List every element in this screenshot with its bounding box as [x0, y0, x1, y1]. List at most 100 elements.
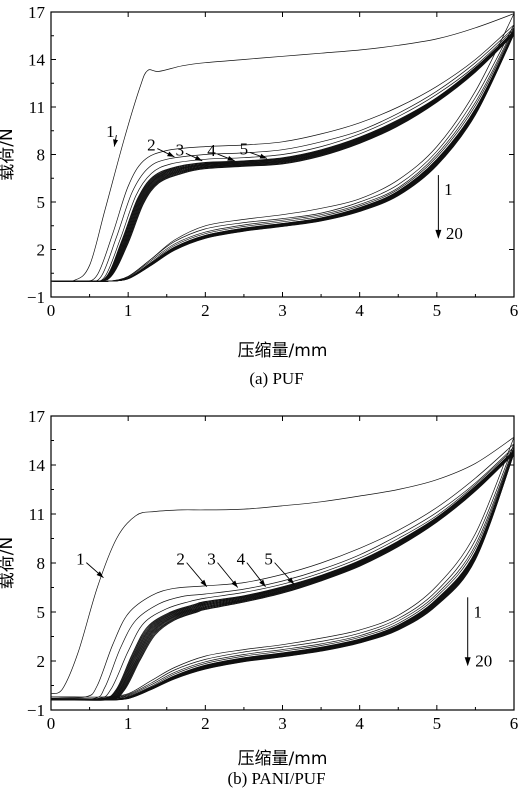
cycle-trend-end-label: 20: [446, 224, 463, 243]
cycle-trend-start-label: 1: [473, 602, 482, 621]
x-axis-label: 压缩量/mm: [238, 341, 328, 361]
unloading-curve-intermediate: [51, 452, 514, 701]
loading-curve-cycle-2: [51, 24, 514, 282]
loading-curve-intermediate: [51, 452, 514, 701]
y-tick-label: 14: [28, 51, 46, 70]
x-tick-label: 4: [355, 301, 364, 320]
y-tick-label: 5: [37, 603, 46, 622]
y-axis-label: 载荷/N: [0, 537, 17, 589]
cycle-arrowhead: [259, 153, 268, 159]
loading-curve-cycle-3: [51, 446, 514, 700]
unloading-curve-intermediate: [51, 453, 514, 701]
cycle-label-2: 2: [176, 550, 185, 569]
cycle-arrowhead: [259, 579, 266, 587]
loading-curve-intermediate: [51, 451, 514, 700]
loading-curve-intermediate: [51, 33, 514, 282]
unloading-curve-intermediate: [51, 451, 514, 701]
x-tick-label: 6: [510, 301, 519, 320]
cycle-label-4: 4: [207, 141, 216, 160]
loading-curve-cycle-20: [51, 453, 514, 701]
x-tick-label: 1: [124, 301, 133, 320]
x-tick-label: 5: [433, 301, 442, 320]
unloading-curve-cycle-1: [51, 13, 514, 282]
unloading-curve-intermediate: [51, 451, 514, 701]
unloading-curve-cycle-1: [51, 437, 514, 698]
cycle-arrowhead: [113, 139, 119, 147]
loading-curve-cycle-2: [51, 443, 514, 699]
unloading-curve-intermediate: [51, 452, 514, 701]
cycle-label-5: 5: [264, 550, 273, 569]
y-tick-label: −1: [27, 288, 45, 307]
x-tick-label: 3: [278, 714, 287, 733]
panel-caption: (a) PUF: [249, 369, 303, 388]
cycle-arrowhead: [287, 577, 295, 585]
cycle-trend-start-label: 1: [444, 180, 453, 199]
cycle-trend-end-label: 20: [475, 651, 492, 670]
y-tick-label: 11: [29, 505, 45, 524]
cycle-arrowhead: [167, 151, 175, 157]
cycle-arrowhead: [200, 579, 207, 587]
unloading-curve-intermediate: [51, 450, 514, 701]
unloading-curve-intermediate: [51, 451, 514, 701]
loading-curve-intermediate: [51, 450, 514, 700]
cycle-trend-arrowhead: [464, 657, 471, 667]
unloading-curve-intermediate: [51, 452, 514, 701]
unloading-curve-cycle-5: [51, 450, 514, 700]
unloading-curve-cycle-20: [51, 453, 514, 701]
cycle-label-1: 1: [106, 122, 115, 141]
y-axis-label: 载荷/N: [0, 128, 17, 180]
loading-curve-intermediate: [51, 450, 514, 700]
y-tick-label: 8: [37, 146, 46, 165]
unloading-curve-intermediate: [51, 452, 514, 701]
loading-curve-intermediate: [51, 452, 514, 701]
loading-curve-intermediate: [51, 452, 514, 701]
y-tick-label: 8: [37, 554, 46, 573]
loading-curve-cycle-1: [51, 13, 514, 283]
y-tick-label: 17: [28, 3, 46, 22]
loading-curve-cycle-3: [51, 27, 514, 282]
cycle-trend-arrowhead: [435, 229, 442, 239]
unloading-curve-intermediate: [51, 451, 514, 701]
loading-curve-cycle-1: [51, 436, 514, 695]
unloading-curve-intermediate: [51, 33, 514, 282]
unloading-curve-cycle-3: [51, 446, 514, 700]
x-tick-label: 2: [201, 714, 210, 733]
x-axis-label: 压缩量/mm: [238, 749, 328, 769]
cycle-label-4: 4: [237, 550, 246, 569]
chart-panel-puf: 0 1 2 3 4 5 6 −1 2 5 8 11 14 17 压缩量/mm 载荷/N (a) PUF 1 2 3 4 5…: [0, 3, 518, 388]
unloading-curve-intermediate: [51, 450, 514, 700]
loading-curve-cycle-4: [51, 448, 514, 700]
y-tick-label: 11: [29, 98, 45, 117]
y-tick-label: 5: [37, 193, 46, 212]
y-tick-label: 2: [37, 241, 46, 260]
unloading-curve-intermediate: [51, 451, 514, 701]
cycle-label-1: 1: [76, 550, 85, 569]
x-tick-label: 0: [47, 301, 56, 320]
cycle-label-5: 5: [240, 140, 249, 159]
loading-curve-intermediate: [51, 452, 514, 701]
plot-frame: [50, 415, 515, 711]
loading-curve-intermediate: [51, 450, 514, 700]
y-tick-label: 17: [28, 407, 46, 426]
y-tick-label: 2: [37, 652, 46, 671]
x-tick-label: 1: [124, 714, 133, 733]
loading-curve-cycle-5: [51, 450, 514, 700]
loading-curve-intermediate: [51, 451, 514, 701]
cycle-arrowhead: [227, 155, 235, 161]
y-tick-label: 14: [28, 456, 46, 475]
unloading-curve-cycle-4: [51, 448, 514, 700]
loading-curve-intermediate: [51, 450, 514, 700]
loading-curve-intermediate: [51, 451, 514, 700]
panel-caption: (b) PANI/PUF: [227, 769, 325, 788]
loading-curve-intermediate: [51, 451, 514, 700]
loading-curve-intermediate: [51, 452, 514, 701]
curves-group: [51, 13, 514, 283]
unloading-curve-intermediate: [51, 452, 514, 701]
cycle-arrowhead: [96, 571, 104, 578]
cycle-label-2: 2: [147, 136, 156, 155]
x-tick-label: 5: [433, 714, 442, 733]
x-tick-label: 6: [510, 714, 519, 733]
x-tick-label: 2: [201, 301, 210, 320]
